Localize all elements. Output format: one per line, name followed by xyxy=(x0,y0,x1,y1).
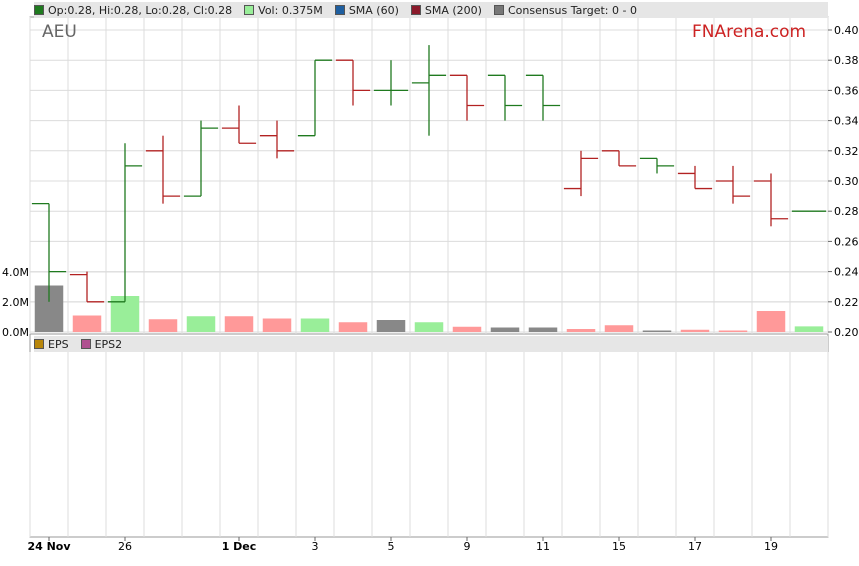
ohlc-bar xyxy=(69,271,105,303)
volume-bar xyxy=(452,326,482,332)
ohlc-bar xyxy=(677,165,713,190)
volume-bar xyxy=(414,322,444,332)
date-tick-label: 3 xyxy=(312,540,319,553)
price-tick-label: 0.40 xyxy=(834,24,859,37)
eps-legend-swatch xyxy=(80,339,91,349)
volume-tick-label: 4.0M xyxy=(2,266,29,279)
date-tick-label: 24 Nov xyxy=(27,540,71,553)
ticker-label: AEU xyxy=(42,22,77,42)
legend-label: SMA (60) xyxy=(348,3,399,17)
legend-eps: EPS EPS2 xyxy=(34,336,828,352)
volume-bar xyxy=(148,319,178,332)
volume-bar xyxy=(642,330,672,332)
eps-legend-label: EPS xyxy=(48,337,69,351)
volume-bar xyxy=(718,330,748,332)
price-tick-label: 0.34 xyxy=(834,115,859,128)
ohlc-bar xyxy=(639,157,675,174)
ohlc-bars xyxy=(31,45,827,303)
volume-tick-label: 0.0M xyxy=(2,326,29,339)
legend-label: Vol: 0.375M xyxy=(258,3,323,17)
ohlc-bar xyxy=(525,74,561,121)
price-tick-label: 0.30 xyxy=(834,175,859,188)
date-tick-label: 5 xyxy=(388,540,395,553)
volume-axis: 0.0M 2.0M 4.0M xyxy=(2,266,29,339)
legend-label: Op:0.28, Hi:0.28, Lo:0.28, Cl:0.28 xyxy=(48,3,233,17)
volume-bar xyxy=(604,325,634,332)
eps-panel xyxy=(29,333,829,538)
eps-legend-label: EPS2 xyxy=(94,337,123,351)
legend-item: SMA (200) xyxy=(410,3,482,17)
ohlc-bar xyxy=(31,202,67,302)
ohlc-bar xyxy=(145,135,181,204)
volume-bar xyxy=(566,329,596,332)
ohlc-bar xyxy=(411,45,447,136)
volume-bar xyxy=(262,318,292,332)
eps-legend-swatch xyxy=(34,339,44,349)
legend-swatch xyxy=(34,5,44,15)
eps-legend-item: EPS2 xyxy=(80,337,123,351)
date-tick-label: 1 Dec xyxy=(222,540,257,553)
ohlc-bar xyxy=(449,74,485,121)
price-tick-label: 0.38 xyxy=(834,54,859,67)
legend-item: Op:0.28, Hi:0.28, Lo:0.28, Cl:0.28 xyxy=(34,4,232,17)
legend-top: Op:0.28, Hi:0.28, Lo:0.28, Cl:0.28 Vol: 0… xyxy=(34,2,828,18)
volume-tick-label: 2.0M xyxy=(2,296,29,309)
ohlc-bar xyxy=(335,59,371,106)
price-tick-label: 0.36 xyxy=(834,84,859,97)
legend-label: SMA (200) xyxy=(424,3,482,17)
volume-bar xyxy=(756,311,786,332)
legend-swatch xyxy=(410,5,421,15)
legend-item: Consensus Target: 0 - 0 xyxy=(493,3,637,17)
date-tick-label: 19 xyxy=(764,540,778,553)
price-tick-label: 0.26 xyxy=(834,235,859,248)
volume-bar xyxy=(186,316,216,332)
legend-label: Consensus Target: 0 - 0 xyxy=(507,3,637,17)
ohlc-bar xyxy=(373,60,409,106)
ohlc-bar xyxy=(601,150,637,167)
legend-swatch xyxy=(493,5,504,15)
ohlc-bar xyxy=(715,165,751,204)
price-tick-label: 0.32 xyxy=(834,145,859,158)
price-tick-label: 0.20 xyxy=(834,326,859,339)
price-tick-label: 0.28 xyxy=(834,205,859,218)
volume-bars xyxy=(34,285,824,332)
ohlc-bar xyxy=(259,120,295,159)
volume-bar xyxy=(300,318,330,332)
ohlc-bar xyxy=(297,59,333,137)
ohlc-bar xyxy=(753,173,789,227)
volume-bar xyxy=(794,326,824,332)
legend-swatch xyxy=(334,5,345,15)
volume-bar xyxy=(72,315,102,332)
ohlc-bar xyxy=(563,150,599,197)
ohlc-bar xyxy=(487,74,523,121)
volume-bar xyxy=(680,329,710,332)
volume-bar xyxy=(490,327,520,332)
price-tick-label: 0.22 xyxy=(834,296,859,309)
date-tick-label: 26 xyxy=(118,540,132,553)
date-axis: 24 Nov 26 1 Dec 3 5 9 11 15 17 19 xyxy=(27,537,778,553)
ohlc-bar xyxy=(183,120,219,197)
volume-bar xyxy=(528,327,558,332)
ohlc-bar xyxy=(107,143,143,303)
date-tick-label: 11 xyxy=(536,540,550,553)
volume-bar xyxy=(338,322,368,332)
price-tick-label: 0.24 xyxy=(834,266,859,279)
price-axis: 0.20 0.22 0.24 0.26 0.28 0.30 0.32 0.34 0.36 0.38… xyxy=(828,24,859,339)
date-tick-label: 17 xyxy=(688,540,702,553)
volume-bar xyxy=(224,316,254,332)
date-tick-label: 15 xyxy=(612,540,626,553)
legend-item: SMA (60) xyxy=(334,3,399,17)
volume-bar xyxy=(376,320,406,332)
legend-item: Vol: 0.375M xyxy=(244,4,323,17)
eps-legend-item: EPS xyxy=(34,338,69,351)
date-tick-label: 9 xyxy=(464,540,471,553)
legend-swatch xyxy=(244,5,255,15)
ohlc-bar xyxy=(221,105,257,144)
brand-logo: FNArena.com xyxy=(692,22,807,42)
